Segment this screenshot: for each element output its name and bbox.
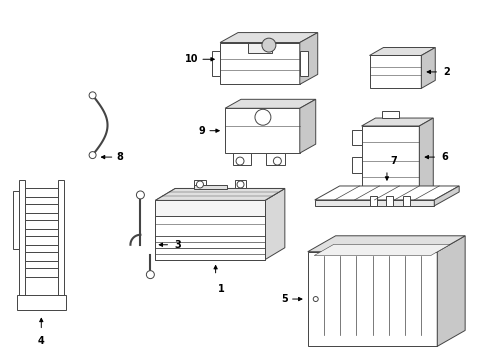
- Bar: [266, 153, 285, 165]
- Bar: [194, 185, 226, 189]
- Bar: [362, 126, 419, 196]
- Polygon shape: [314, 244, 450, 256]
- Polygon shape: [434, 186, 459, 206]
- Polygon shape: [437, 236, 465, 346]
- Bar: [300, 51, 308, 76]
- Text: 5: 5: [281, 294, 288, 304]
- Bar: [382, 111, 399, 118]
- Polygon shape: [300, 99, 316, 153]
- Circle shape: [262, 38, 276, 52]
- Bar: [403, 196, 410, 206]
- Polygon shape: [155, 189, 285, 201]
- Bar: [155, 201, 265, 260]
- Bar: [369, 55, 421, 88]
- Bar: [352, 130, 362, 145]
- Circle shape: [136, 191, 145, 199]
- Polygon shape: [421, 48, 435, 88]
- Bar: [248, 42, 272, 53]
- Bar: [155, 201, 265, 260]
- Polygon shape: [308, 236, 465, 252]
- Bar: [370, 196, 377, 206]
- Bar: [235, 180, 246, 189]
- Bar: [13, 192, 19, 249]
- Bar: [25, 252, 58, 261]
- Circle shape: [89, 92, 96, 99]
- Text: 6: 6: [441, 152, 448, 162]
- Text: 7: 7: [390, 156, 397, 166]
- Text: 1: 1: [218, 284, 224, 294]
- Bar: [225, 108, 300, 153]
- Circle shape: [147, 271, 154, 279]
- Text: 2: 2: [443, 67, 450, 77]
- Bar: [25, 188, 58, 197]
- Bar: [315, 200, 434, 206]
- Bar: [25, 268, 58, 276]
- Bar: [220, 42, 300, 84]
- Bar: [387, 196, 393, 206]
- Circle shape: [237, 181, 244, 188]
- Bar: [17, 294, 66, 310]
- Polygon shape: [362, 118, 433, 126]
- Polygon shape: [419, 118, 433, 196]
- Bar: [212, 51, 220, 76]
- Polygon shape: [220, 32, 318, 42]
- Bar: [155, 201, 265, 216]
- Polygon shape: [265, 189, 285, 260]
- Circle shape: [313, 297, 318, 302]
- Text: 4: 4: [38, 336, 45, 346]
- Text: 8: 8: [117, 152, 123, 162]
- Circle shape: [89, 152, 96, 159]
- Bar: [58, 180, 64, 294]
- Circle shape: [255, 109, 271, 125]
- Circle shape: [236, 157, 244, 165]
- Bar: [352, 157, 362, 173]
- Polygon shape: [369, 48, 435, 55]
- Circle shape: [196, 181, 203, 188]
- Polygon shape: [155, 189, 285, 201]
- Circle shape: [273, 157, 281, 165]
- Text: 9: 9: [198, 126, 205, 136]
- Polygon shape: [225, 99, 316, 108]
- Bar: [25, 204, 58, 213]
- Polygon shape: [300, 32, 318, 84]
- Bar: [25, 236, 58, 245]
- Bar: [194, 180, 206, 189]
- Polygon shape: [315, 186, 459, 200]
- Bar: [25, 220, 58, 229]
- Bar: [19, 180, 25, 294]
- Bar: [233, 153, 251, 165]
- Bar: [308, 252, 437, 346]
- Text: 10: 10: [185, 54, 198, 64]
- Text: 3: 3: [174, 240, 181, 250]
